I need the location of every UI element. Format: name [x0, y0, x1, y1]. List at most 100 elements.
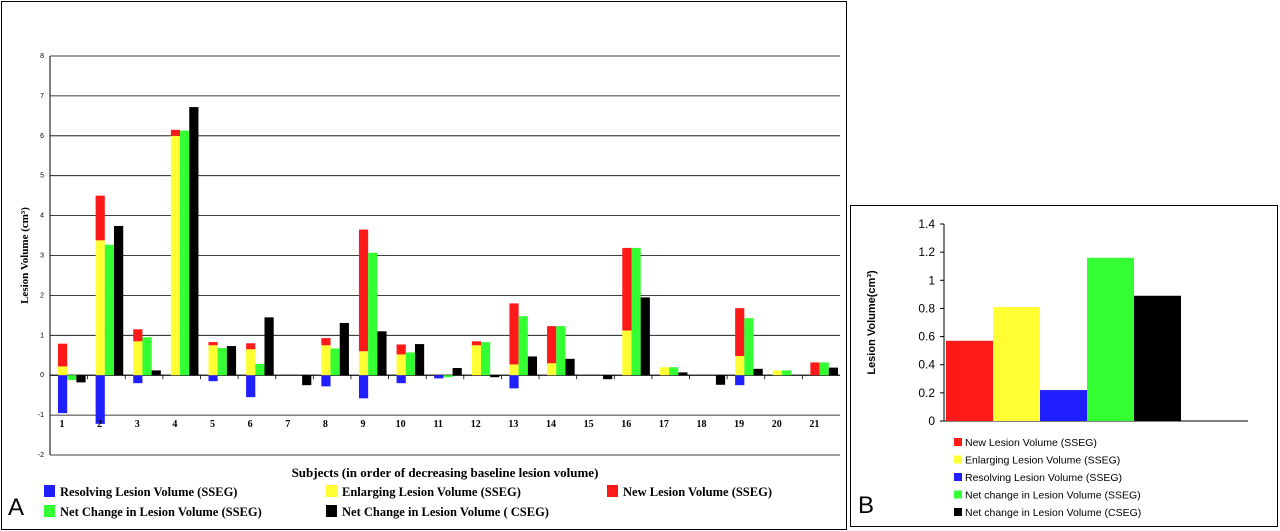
- y-axis-title: Lesion Volume (cm³): [19, 207, 31, 304]
- bar-net-sseg: [368, 252, 378, 376]
- bar-enlarging: [547, 363, 557, 376]
- bar-net-sseg: [217, 348, 227, 376]
- bar-enlarging: [735, 356, 745, 376]
- legend-label-net_sseg: Net Change in Lesion Volume (SSEG): [60, 505, 262, 519]
- bar-net-cseg: [151, 370, 161, 376]
- bar-resolving: [434, 375, 444, 379]
- bar-net-cseg: [715, 375, 726, 385]
- legend-label-net_sseg: Net change in Lesion Volume (SSEG): [965, 490, 1141, 502]
- chart-panel-a: -2 -1 0 1 2 3 4 5 6 7 8 1 2 3 4 5 6 7 8 9 10 11 12 13 14 15 16 17 18…: [1, 1, 847, 530]
- bar-new: [396, 344, 406, 355]
- bar-new: [509, 303, 519, 365]
- y-tick-label: 7: [40, 93, 44, 100]
- bar-resolving: [95, 375, 105, 424]
- bar-new: [810, 362, 820, 376]
- x-tick-label: 7: [285, 419, 290, 430]
- x-tick-label: 14: [546, 419, 556, 430]
- bar-resolving: [321, 375, 331, 387]
- y-tick-label: 2: [40, 292, 44, 299]
- bar-enlarging: [993, 307, 1040, 421]
- bar-net-sseg: [180, 130, 190, 376]
- bar-net-sseg: [104, 244, 115, 376]
- bar-new: [946, 340, 993, 421]
- panel-label-a: A: [8, 494, 25, 521]
- bar-enlarging: [772, 370, 782, 376]
- bar-net-sseg: [255, 364, 265, 376]
- x-tick-label: 6: [248, 419, 253, 430]
- legend-label-enlarging: Enlarging Lesion Volume (SSEG): [965, 455, 1120, 467]
- chart-panel-b: 0 0.2 0.4 0.6 0.8 1 1.2 1.4 Lesion Volume(cm³) Ne…: [850, 205, 1278, 527]
- bar-enlarging: [170, 135, 181, 376]
- bar-net-cseg: [76, 375, 86, 383]
- legend-swatch-net_sseg: [954, 490, 962, 499]
- y-tick-label: 8: [40, 53, 44, 60]
- y-tick-label: 0.6: [918, 330, 935, 344]
- bar-net-cseg: [527, 356, 538, 376]
- bar-net-sseg: [405, 352, 415, 376]
- legend-swatch-net_cseg: [954, 508, 962, 516]
- bar-net_cseg: [1134, 295, 1181, 421]
- bar-net-cseg: [603, 375, 613, 380]
- legend-swatch-enlarging: [326, 485, 337, 497]
- x-tick-label: 20: [772, 419, 782, 430]
- legend-swatch-new: [954, 438, 962, 446]
- bar-net-sseg: [744, 318, 754, 376]
- bar-net-sseg: [556, 326, 566, 376]
- y-tick-label: 0.8: [918, 301, 935, 315]
- bar-net-sseg: [330, 348, 340, 376]
- bar-resolving: [396, 375, 406, 384]
- y-tick-label: 1.4: [918, 217, 935, 231]
- chart-b-svg: 0 0.2 0.4 0.6 0.8 1 1.2 1.4 Lesion Volume(cm³) Ne…: [866, 217, 1248, 519]
- y-tick-label: 4: [40, 213, 44, 220]
- y-tick-label: 0: [40, 372, 44, 379]
- bar-new: [58, 343, 68, 367]
- bar-net-cseg: [114, 225, 124, 376]
- bar-resolving: [358, 375, 369, 399]
- bar-net-cseg: [678, 372, 688, 376]
- legend-swatch-enlarging: [954, 455, 962, 464]
- x-tick-label: 11: [433, 419, 442, 430]
- legend-label-net_cseg: Net change in Lesion Volume (CSEG): [965, 507, 1141, 519]
- bar-enlarging: [58, 366, 68, 376]
- y-tick-label: 0: [928, 414, 935, 428]
- bar-new: [547, 326, 557, 364]
- legend-swatch-resolving: [954, 473, 962, 481]
- bar-net_sseg: [1087, 257, 1134, 421]
- bar-resolving: [509, 375, 519, 389]
- bar-new: [471, 341, 482, 346]
- bar-new: [170, 129, 181, 136]
- bar-new: [246, 343, 256, 350]
- bar-resolving: [735, 375, 745, 386]
- x-tick-label: 10: [396, 419, 406, 430]
- legend-label-net_cseg: Net Change in Lesion Volume ( CSEG): [342, 505, 549, 519]
- bar-net-cseg: [377, 331, 387, 376]
- bar-new: [622, 247, 632, 331]
- bar-net-cseg: [490, 375, 500, 378]
- bar-net-sseg: [631, 247, 641, 376]
- bar-net-cseg: [226, 346, 237, 376]
- bar-net-sseg: [819, 362, 829, 376]
- bar-enlarging: [95, 240, 105, 376]
- y-tick-label: 3: [40, 253, 44, 260]
- bar-net-sseg: [669, 367, 679, 376]
- bar-net-cseg: [828, 367, 838, 376]
- x-tick-label: 2: [97, 419, 102, 430]
- legend-label-new: New Lesion Volume (SSEG): [965, 437, 1097, 449]
- x-tick-label: 16: [621, 419, 631, 430]
- y-tick-label: 0.2: [918, 386, 935, 400]
- legend-swatch-new: [607, 485, 618, 497]
- bar-net-cseg: [264, 317, 274, 376]
- legend-label-new: New Lesion Volume (SSEG): [623, 485, 772, 499]
- y-tick-label: 1: [40, 332, 44, 339]
- y-tick-label: 1: [928, 273, 935, 287]
- legend-label-resolving: Resolving Lesion Volume (SSEG): [60, 485, 237, 499]
- x-tick-label: 19: [734, 419, 744, 430]
- legend-label-resolving: Resolving Lesion Volume (SSEG): [965, 472, 1122, 484]
- bar-resolving: [246, 375, 256, 398]
- bar-enlarging: [358, 351, 369, 376]
- bar-new: [321, 338, 331, 346]
- x-tick-label: 4: [172, 419, 177, 430]
- bar-net-cseg: [339, 322, 349, 376]
- bar-net-cseg: [414, 344, 425, 376]
